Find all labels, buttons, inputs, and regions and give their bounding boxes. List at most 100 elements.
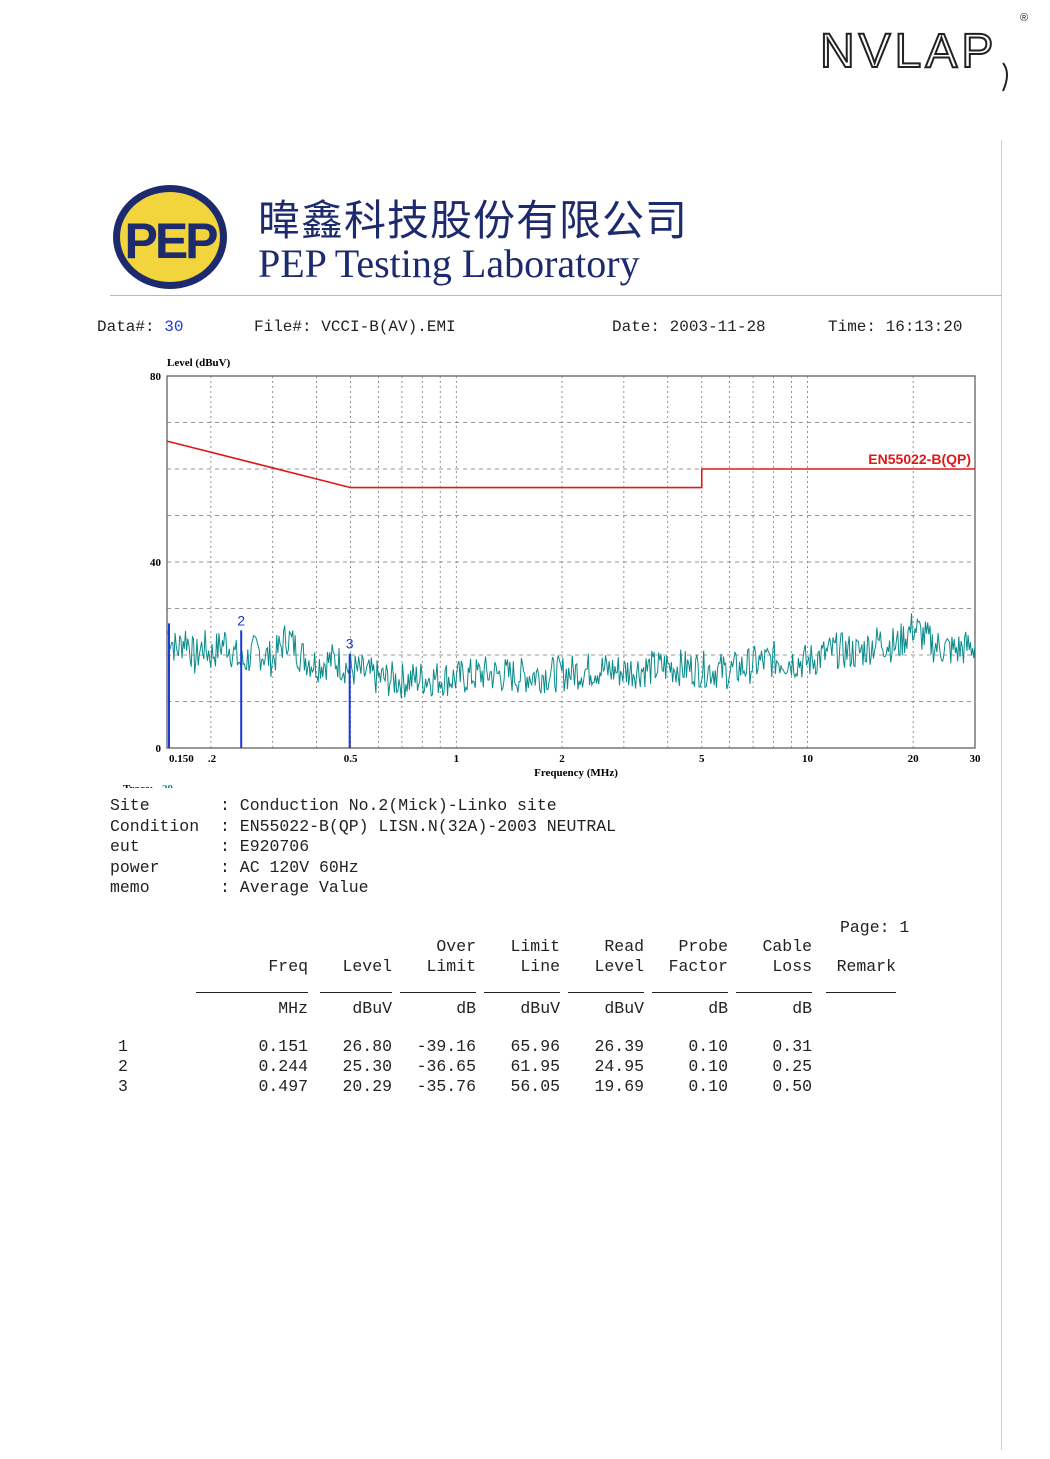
x-axis-label: Frequency (MHz) [534,767,618,779]
table-header-main-cell: Limit [426,957,476,976]
x-tick-label: 2 [559,753,565,765]
y-tick-label: 40 [150,557,162,569]
table-row-cell: 26.80 [342,1037,392,1056]
table-row-cell: 0.25 [772,1057,812,1076]
condition-label: Condition [110,816,200,836]
table-units-row: MHz dBuV dB dBuV dBuV dB dB [118,999,896,1019]
table-row-cell: 61.95 [510,1057,560,1076]
table-row-cell: 65.96 [510,1037,560,1056]
eut-value: : E920706 [220,837,310,856]
registered-mark: ® [1020,12,1028,24]
table-row-cell: 24.95 [594,1057,644,1076]
table-row-cell: 2 [118,1057,128,1076]
header-underline [484,991,560,993]
table-units-row-cell [812,999,896,1019]
file-value: VCCI-B(AV).EMI [321,318,456,336]
company-name-chinese: 暐鑫科技股份有限公司 [258,197,689,244]
table-header-top-cell [812,937,896,957]
data-number: Data#: 30 [97,318,183,336]
header-divider [110,295,1002,296]
table-row-cell: -35.76 [416,1077,476,1096]
table-rule-cell [476,977,560,999]
page-label: Page: [840,918,890,937]
date-field: Date: 2003-11-28 [612,318,766,336]
table-rule-cell [812,977,896,999]
y-axis-label: Level (dBuV) [167,357,231,369]
table-header-main-cell: Factor [668,957,728,976]
table-rule-cell [392,977,476,999]
table-row: 3 0.497 20.29 -35.76 56.05 19.69 0.10 0.50 [118,1077,896,1097]
pep-emblem-logo: PEP [113,185,227,289]
trace-label: Trace: [123,783,153,788]
table-row-cell: 20.29 [342,1077,392,1096]
trace-value: 29 [162,783,174,788]
x-tick-label: 30 [970,753,982,765]
table-units-row-cell: dB [708,999,728,1018]
table-units-row-cell: dBuV [352,999,392,1018]
table-row-cell: 0.151 [258,1037,308,1056]
table-row-cell [812,1057,896,1077]
date-label: Date: [612,318,661,336]
table-row-cell: 0.244 [258,1057,308,1076]
table-header-top-cell: Over [436,937,476,956]
header-underline [196,991,308,993]
y-tick-label: 0 [156,743,162,755]
table-row: 1 0.151 26.80 -39.16 65.96 26.39 0.10 0.31 [118,1037,896,1057]
table-row-cell: 0.50 [772,1077,812,1096]
data-label: Data#: [97,318,155,336]
site-value: : Conduction No.2(Mick)-Linko site [220,796,557,815]
table-rule-cell [644,977,728,999]
table-units-row-cell: dBuV [520,999,560,1018]
emi-chart: 80 40 0 0.150 .2 0.5 1 2 5 10 20 30 Level (dBuV) Freq… [123,357,982,788]
table-row-cell: 1 [118,1037,128,1056]
table-row-cell: 19.69 [594,1077,644,1096]
table-units-row-cell: MHz [278,999,308,1018]
header-underline [652,991,728,993]
site-row: Site : Conduction No.2(Mick)-Linko site [110,796,616,817]
table-header-main-cell: Freq [268,957,308,976]
right-border-rule [1001,140,1002,1450]
table-header-top-cell: Read [604,937,644,956]
nvlap-logo: NVLAP ® [819,12,1028,92]
table-header-main-cell [118,957,158,977]
measurement-trace [166,613,976,699]
marker-label-2: 2 [237,612,245,628]
header-underline [320,991,392,993]
file-label: File#: [254,318,312,336]
table-header-top-cell [118,937,158,957]
table-header-main-cell: Level [342,957,392,976]
file-number: File#: VCCI-B(AV).EMI [254,318,456,336]
table-header-top-cell: Cable [762,937,812,956]
power-value: : AC 120V 60Hz [220,857,359,877]
nvlap-logo-text: NVLAP [820,25,997,78]
table-units-row-cell: dBuV [604,999,644,1018]
table-row-cell: 0.31 [772,1037,812,1056]
limit-line [166,440,975,489]
marker-label-3: 3 [346,636,354,652]
table-spacer [118,1019,896,1037]
x-tick-label: 0.150 [169,753,194,765]
power-row: power: AC 120V 60Hz [110,858,616,879]
y-tick-label: 80 [150,371,162,383]
header-underline [568,991,644,993]
table-row-cell: 56.05 [510,1077,560,1096]
table-row-cell: 26.39 [594,1037,644,1056]
header-underline [736,991,812,993]
company-name-english: PEP Testing Laboratory [258,241,640,286]
page-indicator: Page: 1 [840,918,909,937]
table-header-main-cell: Loss [772,957,812,976]
table-spacer-cell [118,1019,896,1037]
table-row-cell: 3 [118,1077,128,1096]
table-row-cell: 0.10 [688,1037,728,1056]
table-row-cell [812,1077,896,1097]
x-tick-label: 5 [699,753,705,765]
table-header-main-cell: Level [594,957,644,976]
condition-row: Condition: EN55022-B(QP) LISN.N(32A)-200… [110,817,616,838]
site-label: Site [110,796,150,815]
table-row-cell: -39.16 [416,1037,476,1056]
header-underline [400,991,476,993]
table-row-cell: 0.497 [258,1077,308,1096]
data-value: 30 [164,318,184,336]
table-rule-cell [118,977,158,999]
table-header-main-cell: Remark [836,957,896,976]
